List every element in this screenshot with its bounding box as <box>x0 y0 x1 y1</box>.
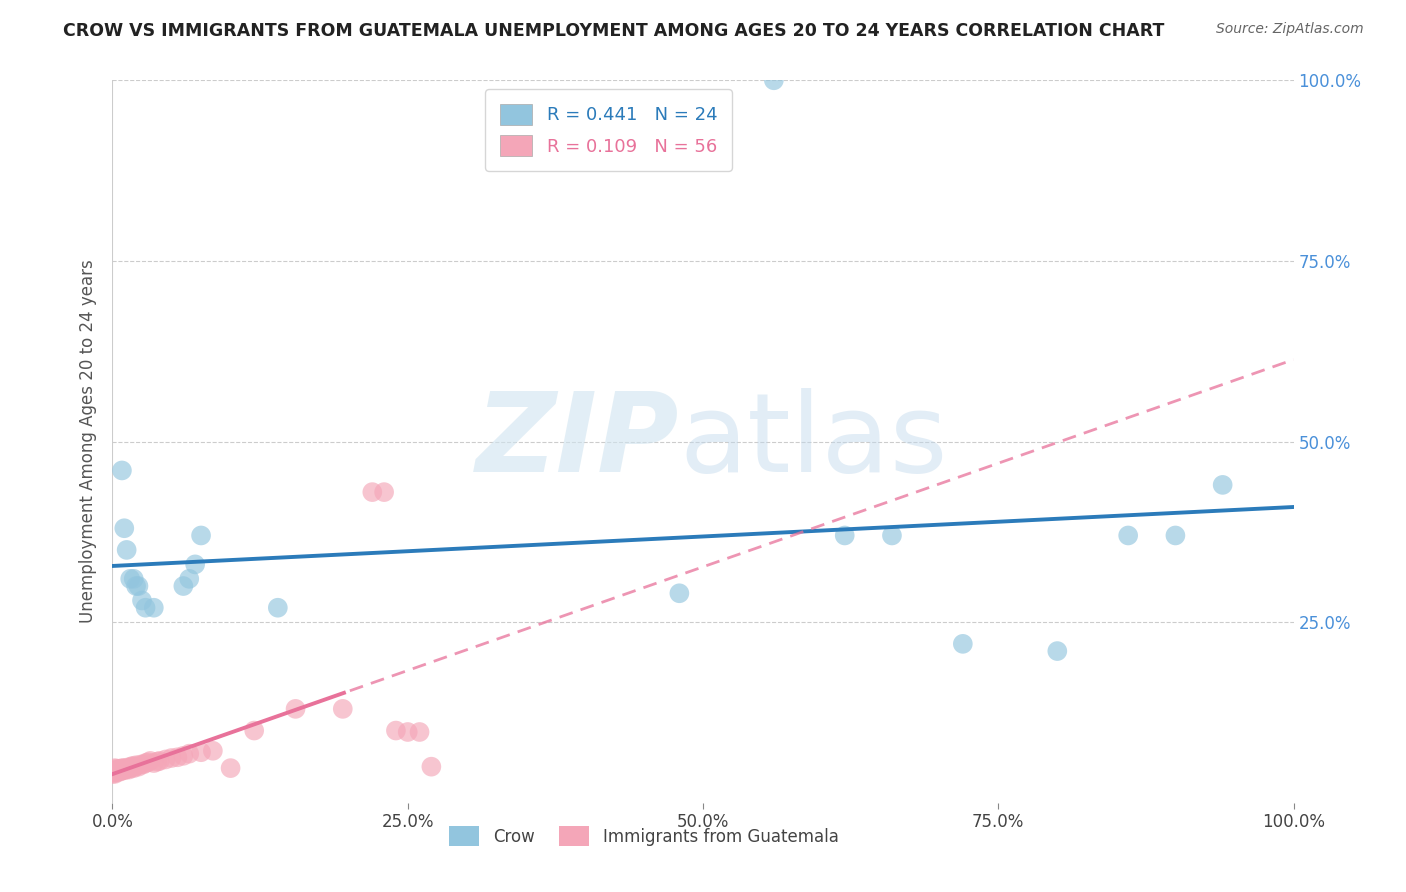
Point <box>385 723 408 738</box>
Point <box>243 723 266 738</box>
Point <box>120 761 142 775</box>
Text: CROW VS IMMIGRANTS FROM GUATEMALA UNEMPLOYMENT AMONG AGES 20 TO 24 YEARS CORRELA: CROW VS IMMIGRANTS FROM GUATEMALA UNEMPL… <box>63 22 1164 40</box>
Point <box>122 572 145 586</box>
Point <box>107 763 129 777</box>
Point <box>104 767 127 781</box>
Point <box>166 750 188 764</box>
Point <box>129 757 152 772</box>
Point <box>125 579 148 593</box>
Point <box>115 762 138 776</box>
Point <box>952 637 974 651</box>
Point <box>122 761 145 775</box>
Point <box>117 760 139 774</box>
Point <box>160 751 183 765</box>
Point <box>127 579 149 593</box>
Point <box>762 73 785 87</box>
Point <box>190 528 212 542</box>
Point <box>114 763 136 777</box>
Point <box>124 760 146 774</box>
Point <box>880 528 903 542</box>
Point <box>184 558 207 572</box>
Point <box>396 725 419 739</box>
Point <box>219 761 242 775</box>
Point <box>332 702 354 716</box>
Point <box>267 600 290 615</box>
Point <box>108 764 131 779</box>
Point <box>1164 528 1187 542</box>
Point <box>834 528 856 542</box>
Point <box>155 752 177 766</box>
Point <box>105 764 128 779</box>
Point <box>120 760 142 774</box>
Point <box>112 521 135 535</box>
Y-axis label: Unemployment Among Ages 20 to 24 years: Unemployment Among Ages 20 to 24 years <box>79 260 97 624</box>
Point <box>172 579 194 593</box>
Point <box>115 542 138 557</box>
Point <box>121 759 143 773</box>
Point <box>179 747 201 761</box>
Point <box>1046 644 1069 658</box>
Point <box>373 485 395 500</box>
Point <box>103 765 125 780</box>
Point <box>135 756 157 770</box>
Point <box>135 600 157 615</box>
Point <box>201 744 224 758</box>
Point <box>1212 478 1234 492</box>
Point <box>146 755 169 769</box>
Point <box>127 760 149 774</box>
Point <box>179 572 201 586</box>
Point <box>103 764 125 778</box>
Point <box>112 761 135 775</box>
Point <box>111 764 134 778</box>
Point <box>139 754 162 768</box>
Point <box>107 764 129 778</box>
Point <box>112 764 135 778</box>
Point <box>105 764 128 778</box>
Point <box>101 767 124 781</box>
Point <box>142 600 165 615</box>
Point <box>190 745 212 759</box>
Point <box>142 756 165 770</box>
Point <box>132 757 155 772</box>
Point <box>108 763 131 777</box>
Point <box>1116 528 1139 542</box>
Point <box>284 702 307 716</box>
Point <box>111 761 134 775</box>
Point <box>112 763 135 777</box>
Point <box>420 760 443 774</box>
Point <box>408 725 430 739</box>
Point <box>110 764 132 778</box>
Legend: Crow, Immigrants from Guatemala: Crow, Immigrants from Guatemala <box>443 820 845 852</box>
Point <box>111 463 134 477</box>
Point <box>136 756 159 770</box>
Point <box>149 754 172 768</box>
Point <box>105 762 128 776</box>
Text: ZIP: ZIP <box>475 388 679 495</box>
Point <box>104 761 127 775</box>
Text: atlas: atlas <box>679 388 948 495</box>
Point <box>361 485 384 500</box>
Point <box>105 765 128 780</box>
Point <box>120 572 142 586</box>
Point <box>668 586 690 600</box>
Point <box>172 748 194 763</box>
Point <box>125 758 148 772</box>
Point <box>118 763 141 777</box>
Point <box>131 593 153 607</box>
Text: Source: ZipAtlas.com: Source: ZipAtlas.com <box>1216 22 1364 37</box>
Point <box>110 762 132 776</box>
